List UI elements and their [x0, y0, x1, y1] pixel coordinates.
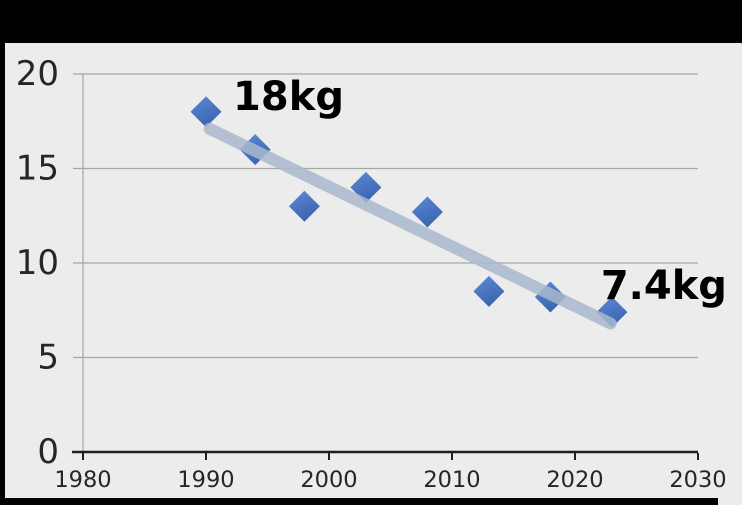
x-tick-label: 1990 [177, 467, 234, 493]
data-point-diamond [288, 190, 320, 222]
gridlines-group [73, 73, 698, 359]
scatter-chart: 0 5 10 15 20 1980 1990 2000 2010 2020 2030 [16, 54, 727, 493]
annotation-1990-value: 18kg [233, 73, 344, 120]
trendline-line [203, 122, 617, 330]
x-tick-label: 2030 [669, 467, 726, 493]
frame-left-band [0, 0, 5, 505]
y-tick-label: 5 [37, 338, 59, 378]
tick-labels-group: 0 5 10 15 20 1980 1990 2000 2010 2020 2030 [16, 54, 727, 493]
frame-bottom-band [0, 498, 718, 505]
x-tick-label: 1980 [54, 467, 111, 493]
x-tick-label: 2020 [546, 467, 603, 493]
y-tick-label: 15 [16, 149, 59, 189]
trendline-group [203, 122, 617, 330]
frame-top-band [0, 0, 742, 43]
x-tick-label: 2000 [300, 467, 357, 493]
chart-panel: 0 5 10 15 20 1980 1990 2000 2010 2020 2030 18kg 7.… [5, 43, 742, 505]
y-tick-label: 0 [37, 432, 59, 472]
y-tick-label: 10 [16, 243, 59, 283]
x-tick-label: 2010 [423, 467, 480, 493]
data-point-diamond [411, 196, 443, 228]
data-points-group [190, 96, 628, 328]
y-tick-label: 20 [16, 54, 59, 94]
data-point-diamond [473, 275, 505, 307]
data-point-diamond [190, 96, 222, 128]
axes-group [72, 74, 699, 460]
annotation-2023-value: 7.4kg [600, 262, 727, 309]
